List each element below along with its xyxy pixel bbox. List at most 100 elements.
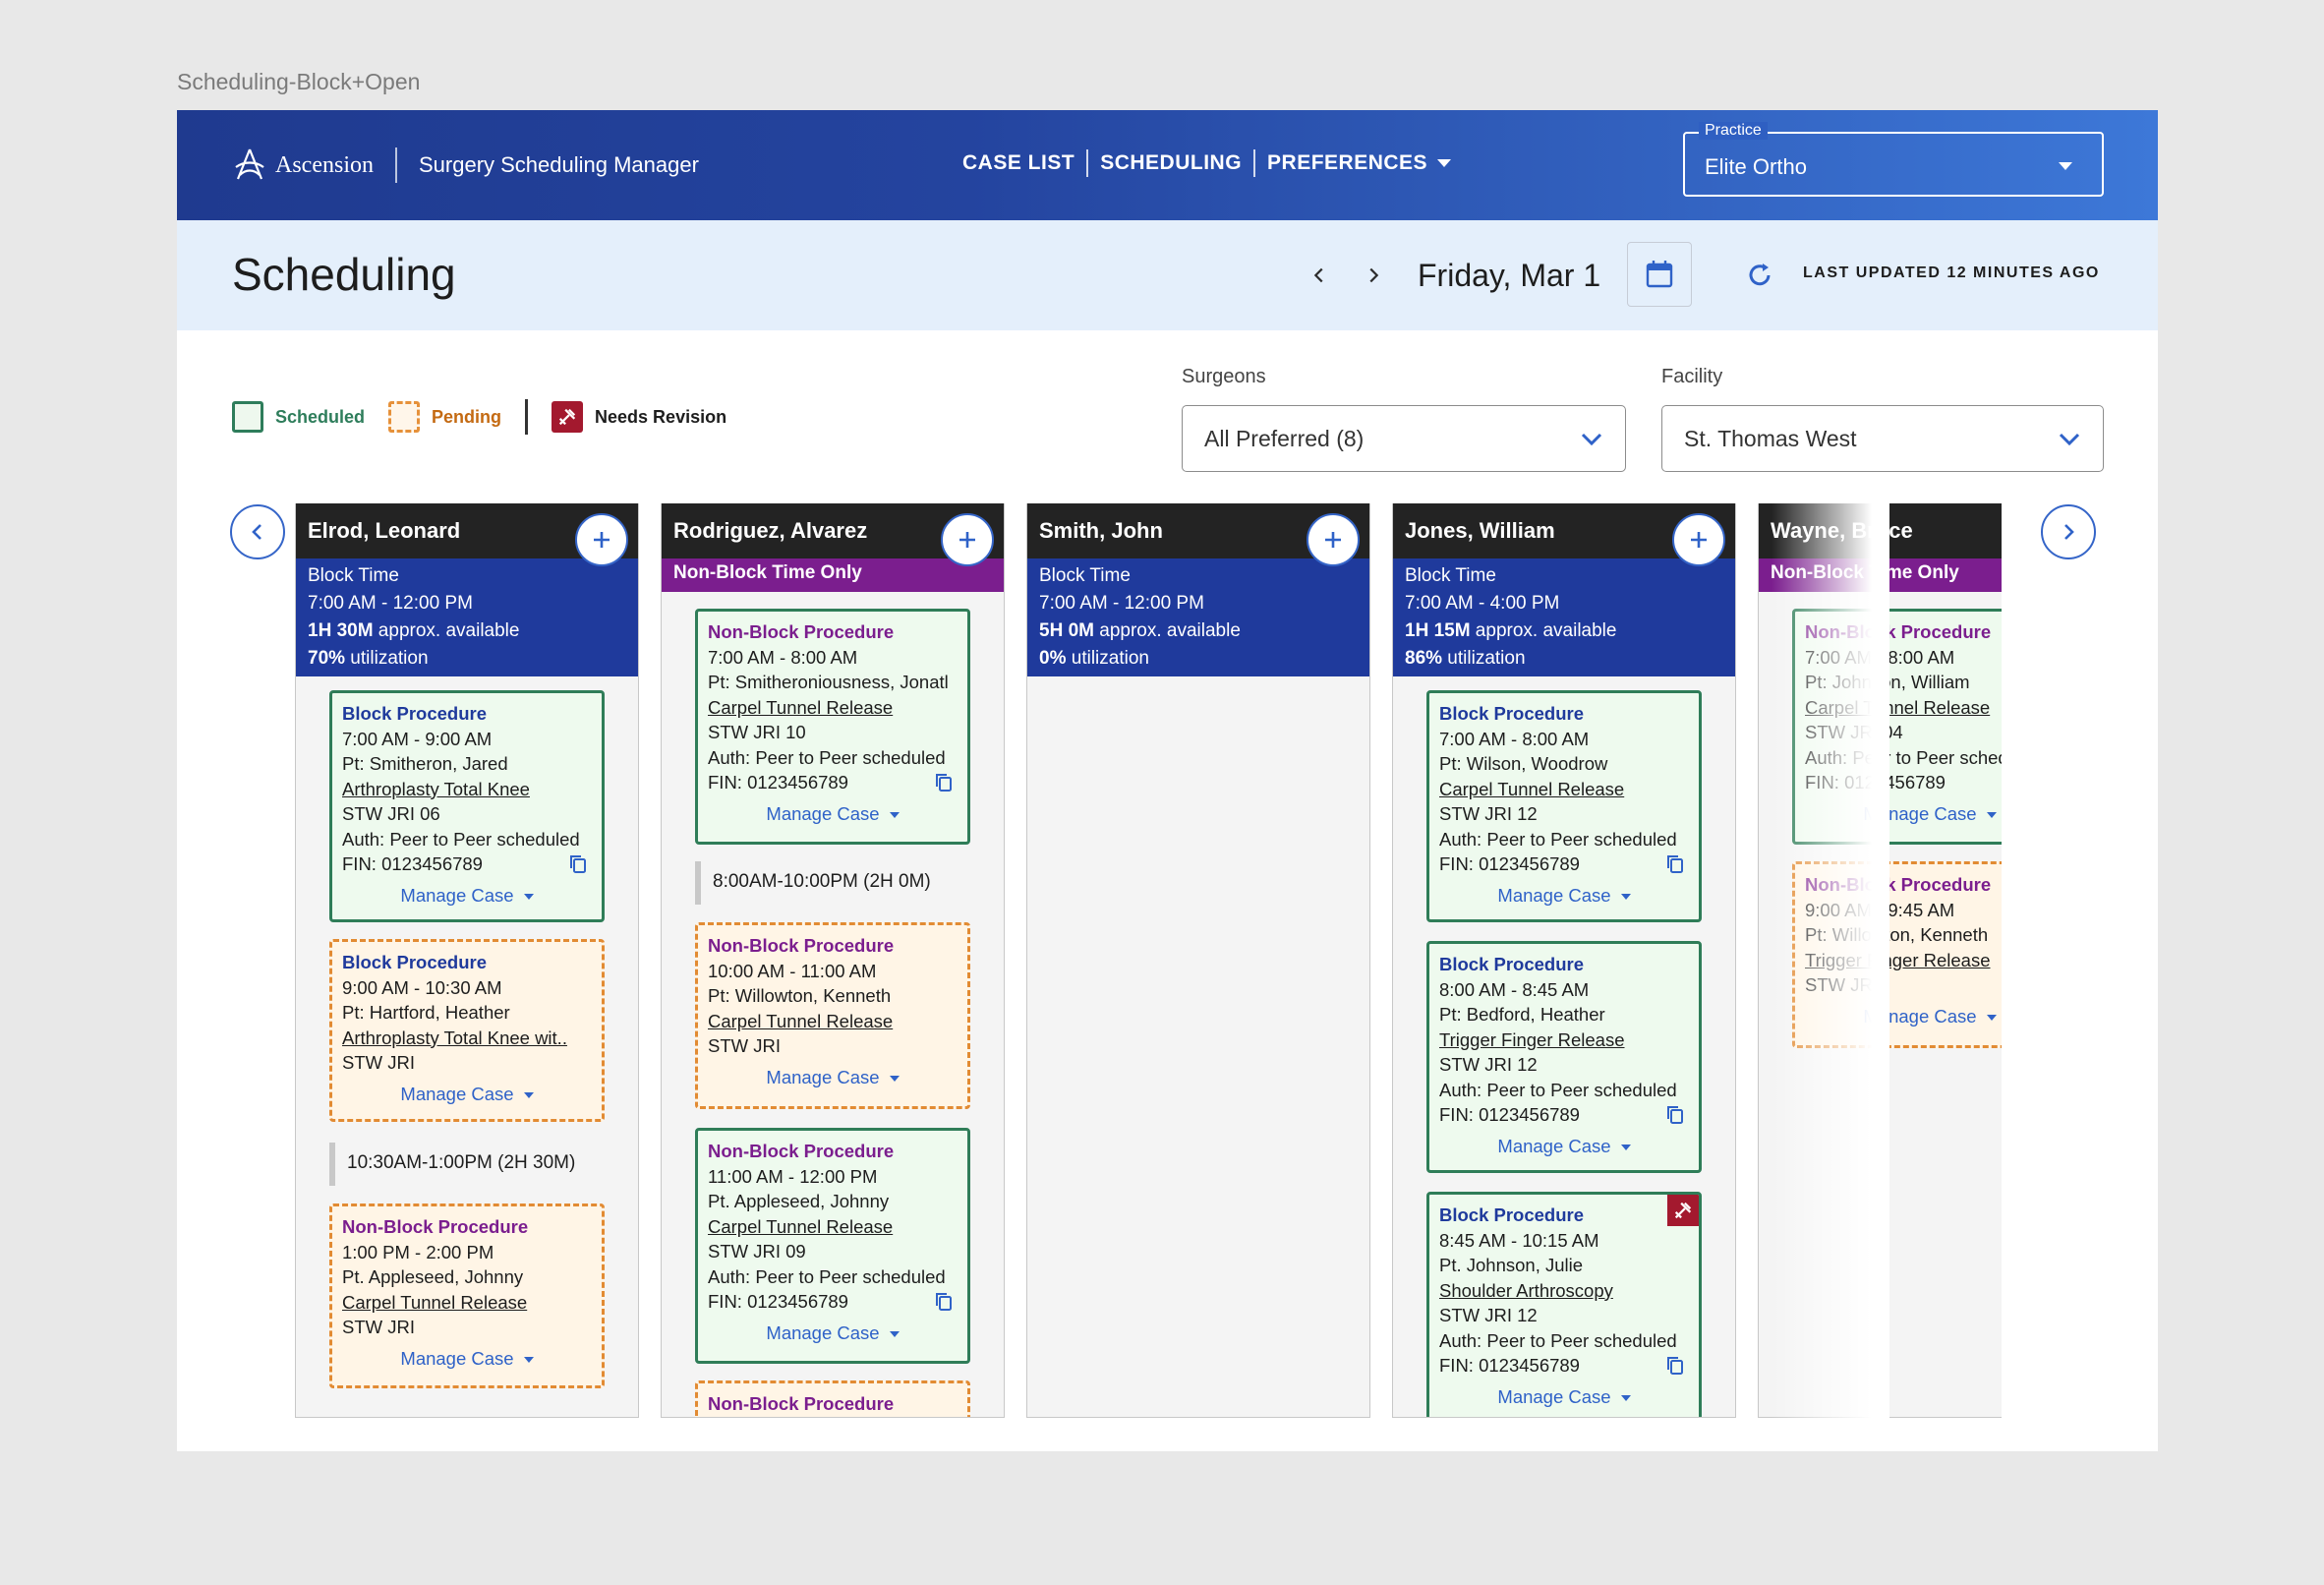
add-case-button[interactable] (1307, 513, 1360, 566)
case-procedure-link[interactable]: Arthroplasty Total Knee wit.. (342, 1027, 567, 1048)
manage-case-button[interactable]: Manage Case (708, 1065, 958, 1090)
chevron-right-icon (2064, 524, 2074, 540)
case-time: 9:00 AM - 10:30 AM (342, 976, 502, 998)
main-nav: CASE LIST SCHEDULING PREFERENCES (962, 149, 1452, 177)
band-available: 1H 30M approx. available (308, 620, 520, 641)
copy-icon[interactable] (934, 772, 954, 793)
scroll-right-button[interactable] (2041, 504, 2096, 559)
case-kind: Non-Block Procedure (342, 1216, 529, 1237)
manage-case-button[interactable]: Manage Case (1439, 883, 1689, 909)
caret-down-icon (1986, 811, 1997, 818)
manage-case-button[interactable]: Manage Case (1439, 1384, 1689, 1410)
scroll-left-button[interactable] (230, 504, 285, 559)
case-kind: Block Procedure (1439, 1204, 1585, 1225)
manage-case-button[interactable]: Manage Case (1439, 1134, 1689, 1159)
caret-down-icon (889, 811, 900, 818)
case-procedure-link[interactable]: Arthroplasty Total Knee (342, 778, 530, 799)
case-card[interactable]: Non-Block Procedure 10:00 AM - 11:00 AM … (695, 922, 970, 1109)
surgeons-select[interactable]: All Preferred (8) (1182, 405, 1626, 472)
caret-down-icon (523, 893, 534, 900)
case-card[interactable]: Non-Block Procedure 7:00 AM - 8:00 AM Pt… (695, 609, 970, 845)
copy-icon[interactable] (1665, 1355, 1685, 1377)
add-case-button[interactable] (941, 513, 994, 566)
case-room: STW JRI (342, 1317, 415, 1337)
case-room: STW JRI (342, 1052, 415, 1073)
case-fin: FIN: 0123456789 (1439, 1353, 1689, 1379)
case-card[interactable]: Non-Block Procedure (695, 1380, 970, 1417)
plus-icon (1325, 532, 1341, 548)
case-card[interactable]: Block Procedure 7:00 AM - 9:00 AM Pt: Sm… (329, 690, 605, 922)
add-case-button[interactable] (1672, 513, 1725, 566)
copy-icon[interactable] (1665, 1104, 1685, 1126)
add-case-button[interactable] (575, 513, 628, 566)
case-card[interactable]: Block Procedure 8:45 AM - 10:15 AM Pt. J… (1426, 1192, 1702, 1417)
logo[interactable]: Ascension Surgery Scheduling Manager (230, 146, 699, 185)
copy-icon[interactable] (1665, 853, 1685, 875)
calendar-button[interactable] (1627, 242, 1692, 307)
case-auth: Auth: Peer to Peer scheduled (708, 746, 946, 768)
case-procedure-link[interactable]: Carpel Tunnel Release (1439, 778, 1625, 799)
manage-case-button[interactable]: Manage Case (342, 1082, 592, 1107)
surgeon-header: Elrod, Leonard (296, 503, 638, 566)
band-utilization: 86% utilization (1405, 648, 1526, 669)
nav-divider (1086, 149, 1089, 177)
scheduled-swatch (232, 401, 263, 433)
refresh-icon[interactable] (1744, 260, 1775, 291)
case-procedure-link[interactable]: Trigger Finger Release (1439, 1028, 1625, 1050)
copy-icon[interactable] (934, 1291, 954, 1313)
next-day-button[interactable] (1359, 261, 1388, 290)
needs-revision-badge (1667, 1195, 1699, 1226)
case-room: STW JRI 06 (342, 803, 440, 824)
sub-header: Scheduling Friday, Mar 1 LAST UPDATED 12… (177, 220, 2158, 330)
band-time: 7:00 AM - 12:00 PM (308, 593, 473, 614)
manage-case-button[interactable]: Manage Case (1805, 1004, 2002, 1029)
case-patient: Pt: Bedford, Heather (1439, 1004, 1605, 1025)
open-time-slot[interactable]: 10:30AM-1:00PM (2H 30M) (329, 1143, 614, 1186)
caret-down-icon (889, 1075, 900, 1082)
surgeon-column: Elrod, Leonard Block Time 7:00 AM - 12:0… (295, 503, 639, 1418)
case-kind: Non-Block Procedure (708, 1393, 895, 1414)
case-procedure-link[interactable]: Shoulder Arthroscopy (1439, 1279, 1613, 1301)
manage-case-button[interactable]: Manage Case (708, 801, 958, 827)
nav-preferences[interactable]: PREFERENCES (1267, 151, 1452, 175)
nav-scheduling[interactable]: SCHEDULING (1100, 151, 1243, 174)
surgeons-label: Surgeons (1182, 366, 1266, 387)
case-patient: Pt: Smitheroniousness, Jonatl (708, 672, 949, 692)
case-auth: Auth: Peer to Peer scheduled (1439, 1329, 1677, 1351)
case-procedure-link[interactable]: Carpel Tunnel Release (342, 1291, 528, 1313)
case-card[interactable]: Non-Block Procedure 11:00 AM - 12:00 PM … (695, 1128, 970, 1364)
copy-icon[interactable] (568, 853, 588, 875)
band-utilization: 70% utilization (308, 648, 429, 669)
case-procedure-link[interactable]: Carpel Tunnel Release (708, 1010, 894, 1031)
legend-divider (525, 399, 529, 435)
surgeons-value: All Preferred (8) (1204, 426, 1365, 451)
case-card[interactable]: Block Procedure 7:00 AM - 8:00 AM Pt: Wi… (1426, 690, 1702, 922)
practice-value: Elite Ortho (1705, 154, 1807, 179)
case-procedure-link[interactable]: Carpel Tunnel Release (708, 1215, 894, 1237)
manage-case-button[interactable]: Manage Case (342, 1346, 592, 1372)
case-fin: FIN: 0123456789 (1439, 851, 1689, 877)
case-time: 11:00 AM - 12:00 PM (708, 1165, 878, 1187)
case-card[interactable]: Block Procedure 9:00 AM - 10:30 AM Pt: H… (329, 939, 605, 1122)
chevron-down-icon (1581, 433, 1602, 446)
case-patient: Pt: Willowton, Kenneth (708, 985, 892, 1006)
case-auth: Auth: Peer to Peer scheduled (1439, 828, 1677, 850)
band-available: 1H 15M approx. available (1405, 620, 1617, 641)
manage-case-button[interactable]: Manage Case (708, 1321, 958, 1346)
caret-down-icon (2059, 162, 2072, 170)
caret-down-icon (1437, 159, 1452, 168)
previous-day-button[interactable] (1305, 261, 1334, 290)
nav-case-list[interactable]: CASE LIST (962, 151, 1075, 174)
case-card[interactable]: Block Procedure 8:00 AM - 8:45 AM Pt: Be… (1426, 941, 1702, 1173)
caret-down-icon (1620, 1144, 1631, 1150)
open-time-slot[interactable]: 8:00AM-10:00PM (2H 0M) (695, 861, 980, 905)
nav-preferences-label: PREFERENCES (1267, 151, 1428, 174)
case-patient: Pt. Appleseed, Johnny (342, 1266, 524, 1287)
practice-select[interactable]: Practice Elite Ortho (1683, 122, 2104, 197)
facility-select[interactable]: St. Thomas West (1661, 405, 2104, 472)
case-procedure-link[interactable]: Carpel Tunnel Release (708, 696, 894, 718)
case-patient: Pt: Smitheron, Jared (342, 753, 508, 774)
manage-case-button[interactable]: Manage Case (342, 883, 592, 909)
case-card[interactable]: Non-Block Procedure 1:00 PM - 2:00 PM Pt… (329, 1203, 605, 1388)
manage-case-button[interactable]: Manage Case (1805, 801, 2002, 827)
